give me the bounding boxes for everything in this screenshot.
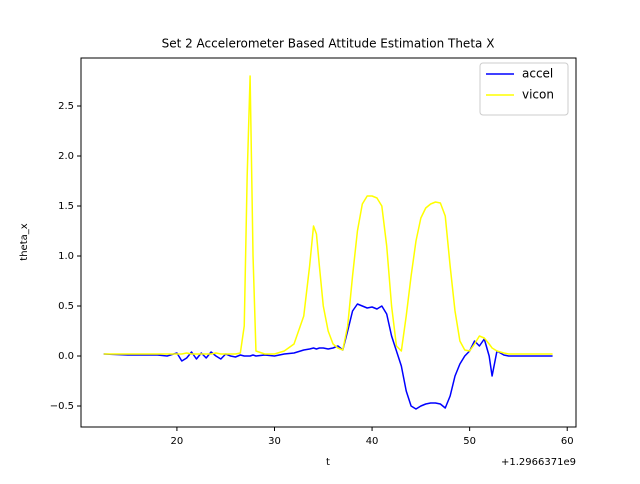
y-tick-label: 0.5	[58, 301, 74, 312]
y-tick-label: −0.5	[50, 401, 74, 412]
legend-box	[479, 62, 569, 116]
legend-label: vicon	[522, 88, 554, 102]
y-tick-label: 0.0	[58, 351, 74, 362]
y-tick-label: 2.0	[58, 151, 74, 162]
x-axis-label: t	[326, 457, 330, 468]
y-tick-label: 1.5	[58, 201, 74, 212]
plot-frame	[80, 57, 577, 428]
x-tick-label: 30	[268, 436, 281, 447]
x-offset-label: +1.2966371e9	[501, 457, 576, 468]
y-tick-label: 1.0	[58, 251, 74, 262]
x-tick-label: 60	[561, 436, 574, 447]
line-series	[103, 75, 553, 355]
x-tick-label: 40	[366, 436, 379, 447]
y-tick-label: 2.5	[58, 101, 74, 112]
legend-label: accel	[522, 67, 553, 81]
x-tick-label: 20	[171, 436, 184, 447]
y-axis-label: theta_x	[19, 223, 30, 260]
chart-title: Set 2 Accelerometer Based Attitude Estim…	[162, 37, 495, 51]
x-tick-label: 50	[463, 436, 476, 447]
